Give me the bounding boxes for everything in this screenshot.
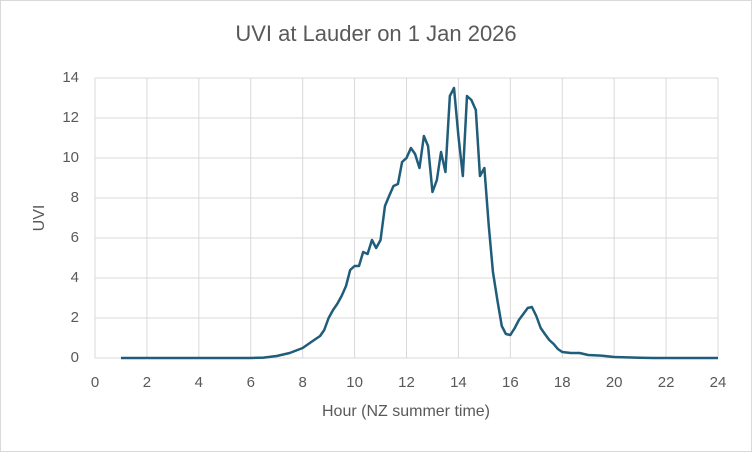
x-tick-label: 8 (298, 374, 306, 391)
y-tick-label: 6 (71, 229, 79, 246)
x-tick-label: 22 (658, 374, 675, 391)
y-axis-label: UVI (31, 205, 48, 232)
x-tick-label: 0 (91, 374, 99, 391)
y-tick-label: 4 (71, 269, 79, 286)
x-tick-label: 14 (450, 374, 467, 391)
y-tick-label: 2 (71, 309, 79, 326)
y-tick-label: 14 (62, 69, 79, 86)
x-tick-label: 10 (346, 374, 363, 391)
y-tick-label: 8 (71, 189, 79, 206)
x-tick-label: 12 (398, 374, 415, 391)
x-tick-label: 16 (502, 374, 519, 391)
x-tick-label: 24 (710, 374, 727, 391)
data-line (120, 86, 718, 360)
x-tick-label: 2 (143, 374, 151, 391)
y-tick-label: 12 (62, 109, 79, 126)
x-tick-label: 4 (195, 374, 203, 391)
y-tick-label: 0 (71, 349, 79, 366)
chart-title: UVI at Lauder on 1 Jan 2026 (235, 21, 516, 46)
y-tick-label: 10 (62, 149, 79, 166)
x-tick-label: 20 (606, 374, 623, 391)
x-tick-label: 18 (554, 374, 571, 391)
x-tick-label: 6 (247, 374, 255, 391)
x-axis-label: Hour (NZ summer time) (322, 403, 490, 420)
